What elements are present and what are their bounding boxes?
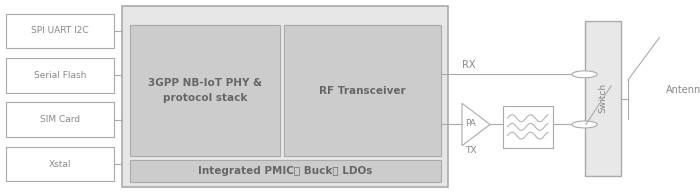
Circle shape — [572, 121, 597, 128]
Text: 3GPP NB-IoT PHY &
protocol stack: 3GPP NB-IoT PHY & protocol stack — [148, 78, 262, 103]
Bar — [6, 102, 114, 137]
Text: Switch: Switch — [598, 83, 607, 113]
Text: Antenna: Antenna — [666, 85, 700, 95]
Bar — [584, 21, 621, 176]
Bar — [6, 14, 114, 48]
Text: SPI UART I2C: SPI UART I2C — [31, 26, 89, 35]
Bar — [284, 25, 441, 156]
Bar — [6, 147, 114, 181]
Circle shape — [572, 71, 597, 78]
Text: RF Transceiver: RF Transceiver — [319, 86, 405, 96]
Text: Serial Flash: Serial Flash — [34, 71, 86, 80]
Bar — [503, 106, 553, 148]
Text: TX: TX — [466, 146, 477, 155]
Text: RX: RX — [462, 60, 475, 70]
Bar — [6, 58, 114, 93]
Text: SIM Card: SIM Card — [40, 115, 80, 124]
Bar — [122, 6, 448, 187]
Text: Integrated PMIC： Buck， LDOs: Integrated PMIC： Buck， LDOs — [198, 166, 372, 176]
Text: Xstal: Xstal — [48, 160, 71, 168]
Bar — [130, 160, 441, 182]
Text: PA: PA — [466, 119, 477, 128]
Bar — [130, 25, 280, 156]
